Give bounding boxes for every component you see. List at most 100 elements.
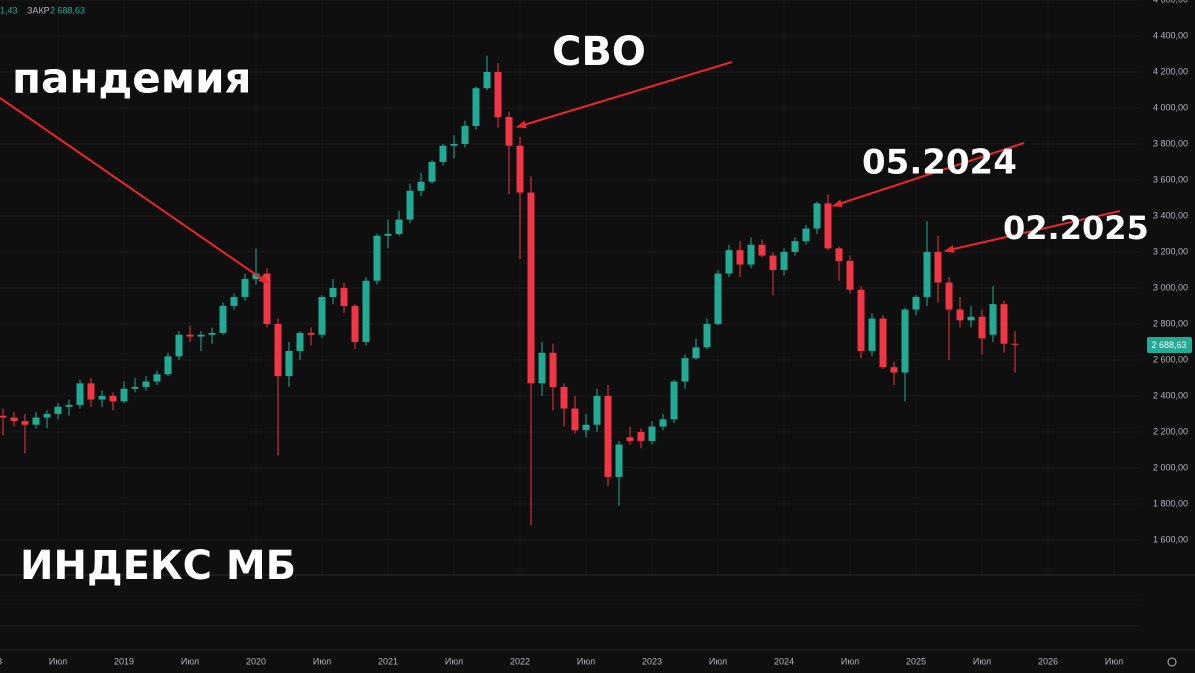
candle-body [0, 415, 7, 418]
candle-body [142, 381, 150, 387]
candle-body [208, 332, 216, 335]
x-tick-label: Июл [841, 656, 859, 666]
y-tick-label: 3 200,00 [1153, 246, 1188, 256]
x-tick-label: Июл [313, 656, 331, 666]
candle-body [615, 444, 623, 477]
candle-body [43, 413, 51, 418]
candle-body [582, 424, 590, 431]
candle-body [131, 386, 139, 389]
candle-body [846, 260, 854, 290]
annotation: СВО [552, 29, 646, 75]
price-badge [1147, 337, 1192, 353]
candle-body [98, 395, 106, 400]
candle-body [274, 323, 282, 377]
candle-body [780, 251, 788, 270]
candle-body [857, 289, 865, 351]
candle-body [21, 421, 29, 425]
candle-body [549, 352, 557, 387]
candle-body [65, 404, 73, 407]
candle-body [54, 406, 62, 414]
candle-body [186, 334, 194, 337]
y-tick-label: 3 600,00 [1153, 174, 1188, 184]
candle-body [681, 358, 689, 382]
candle-body [263, 273, 271, 324]
candle-body [406, 190, 414, 220]
candle-body [450, 143, 458, 146]
annotation: 02.2025 [1003, 209, 1149, 247]
candle-body [373, 235, 381, 281]
candle-body [890, 367, 898, 373]
annotation: ИНДЕКС МБ [20, 543, 296, 589]
candle-body [516, 145, 524, 193]
candle-body [791, 241, 799, 252]
y-tick-label: 4 200,00 [1153, 66, 1188, 76]
candle-body [538, 352, 546, 384]
candle-body [945, 282, 953, 310]
candle-body [703, 323, 711, 348]
candle-body [989, 304, 997, 335]
candle-body [296, 332, 304, 351]
candle-body [76, 383, 84, 405]
candle-body [604, 395, 612, 477]
arrow [832, 142, 1025, 207]
x-tick-label: 2019 [114, 656, 134, 666]
candle-body [340, 287, 348, 306]
y-tick-label: 2 000,00 [1153, 462, 1188, 472]
candle-body [934, 251, 942, 283]
annotation: 05.2024 [862, 143, 1017, 183]
candle-body [87, 383, 95, 400]
x-tick-label: Июл [973, 656, 991, 666]
candle-body [626, 437, 634, 441]
candle-body [494, 71, 502, 117]
arrow [0, 97, 269, 284]
candle-body [362, 280, 370, 342]
candle-body [417, 181, 425, 191]
candle-body [384, 233, 392, 236]
candle-body [901, 309, 909, 373]
candle-body [725, 250, 733, 274]
candles [0, 55, 1019, 526]
candle-body [571, 408, 579, 431]
candle-body [648, 426, 656, 441]
x-tick-label: 2018 [0, 656, 2, 666]
candle-body [1000, 304, 1008, 344]
x-tick-label: Июл [577, 656, 595, 666]
candle-body [912, 296, 920, 310]
candle-body [637, 431, 645, 441]
candle-body [10, 417, 18, 422]
candle-body [230, 296, 238, 306]
candle-body [252, 273, 260, 279]
candle-body [395, 219, 403, 234]
candle-body [736, 250, 744, 265]
x-tick-label: 2025 [906, 656, 926, 666]
candle-body [824, 203, 832, 249]
settings-icon[interactable] [1167, 657, 1177, 667]
candle-body [318, 296, 326, 335]
y-tick-label: 2 400,00 [1153, 390, 1188, 400]
x-tick-label: Июл [709, 656, 727, 666]
candle-body [109, 395, 117, 402]
arrow [516, 61, 733, 129]
candle-body [659, 419, 667, 427]
x-tick-label: Июл [181, 656, 199, 666]
annotation-arrows [0, 61, 1121, 284]
candle-body [560, 386, 568, 409]
candle-body [802, 228, 810, 242]
candle-body [1011, 343, 1019, 345]
candle-body [32, 417, 40, 425]
candle-body [967, 316, 975, 321]
y-tick-label: 3 800,00 [1153, 138, 1188, 148]
grid [0, 0, 1140, 541]
candle-body [527, 192, 535, 384]
x-tick-label: 2022 [510, 656, 530, 666]
y-tick-label: 3 400,00 [1153, 210, 1188, 220]
x-tick-label: 2021 [378, 656, 398, 666]
x-tick-label: 2026 [1038, 656, 1058, 666]
candle-body [670, 381, 678, 420]
candle-body [351, 305, 359, 342]
y-tick-label: 4 000,00 [1153, 102, 1188, 112]
candle-body [197, 334, 205, 337]
candle-body [285, 350, 293, 377]
